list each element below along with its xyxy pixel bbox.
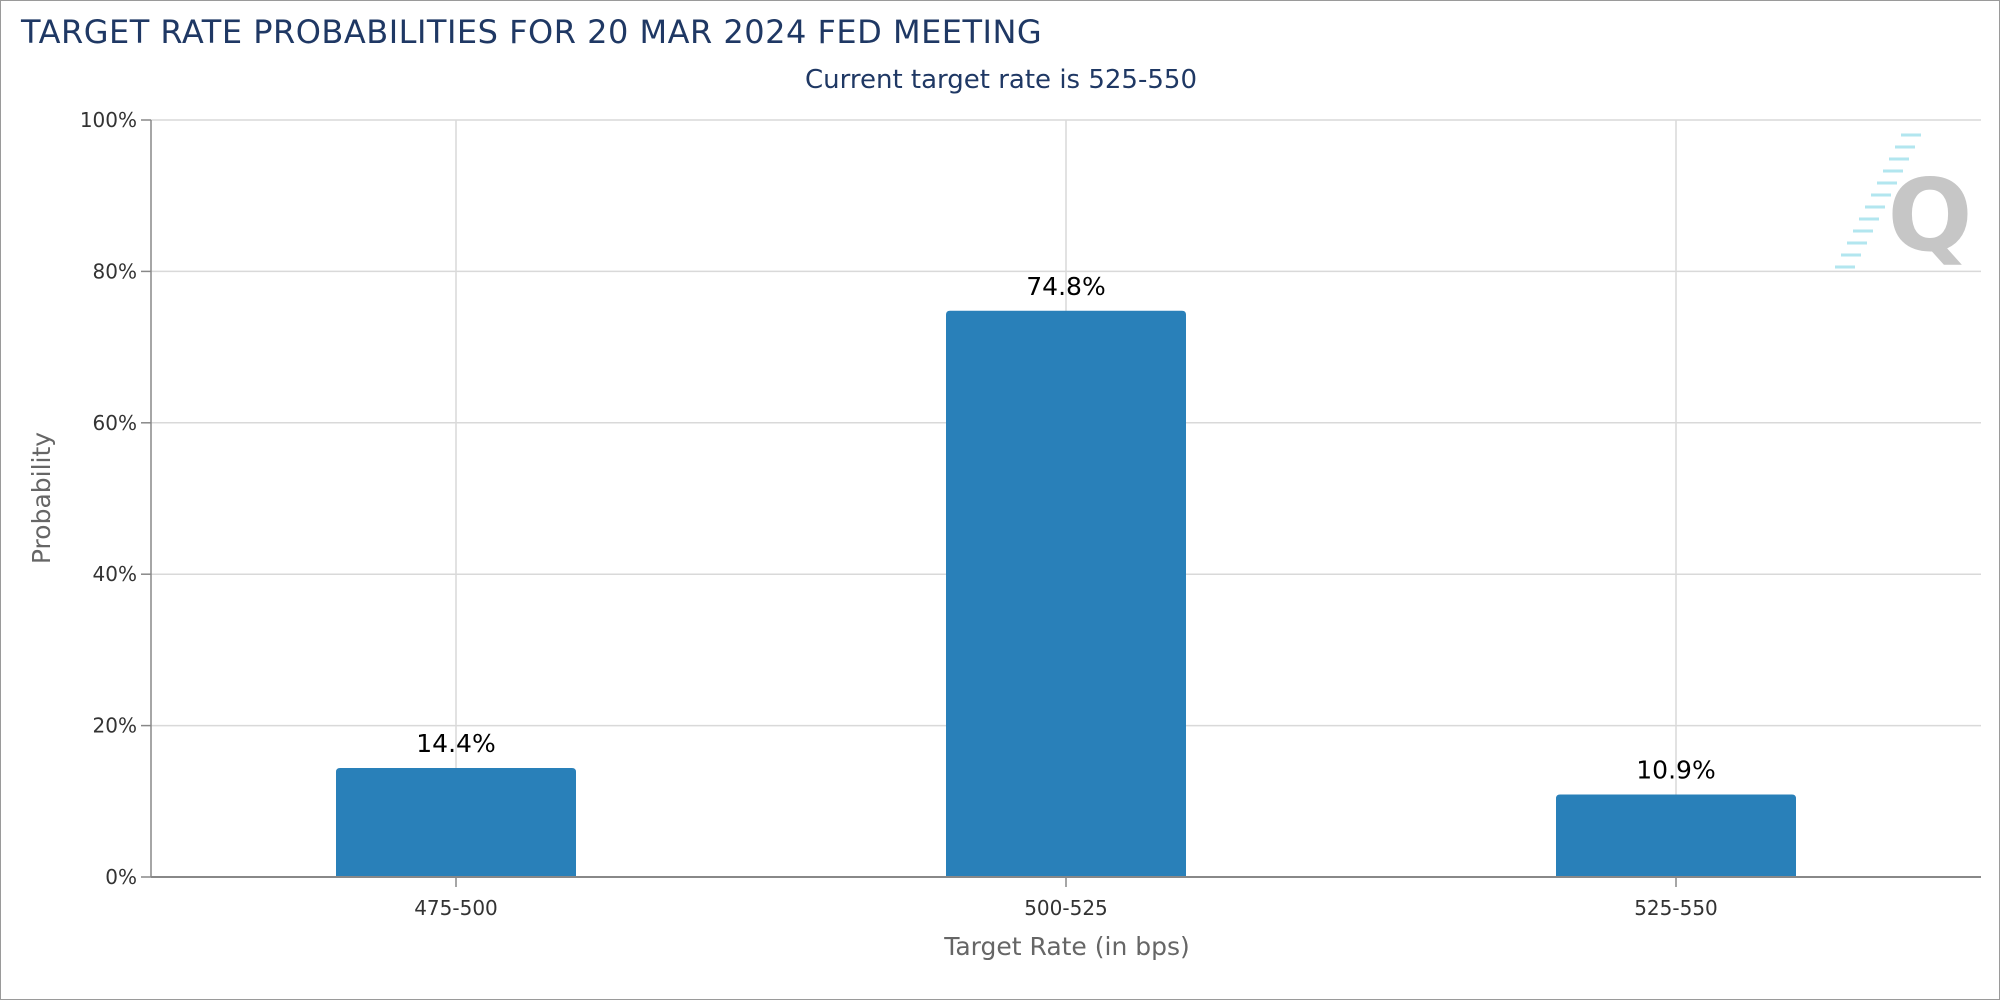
bar-500-525[interactable] [946,310,1186,877]
x-tick-label: 525-550 [1634,896,1718,920]
quikstrike-q-logo-icon: Q [1835,133,1973,274]
y-tick-label: 100% [80,108,137,132]
x-tick-label: 500-525 [1024,896,1108,920]
axes [141,119,1981,887]
y-tick-label: 0% [105,865,137,889]
data-label-500-525: 74.8% [1026,272,1105,301]
labels: 0% 20% 40% 60% 80% 100% 14.4% 475-500 74.8% 500-5… [80,108,1718,920]
chart-title: TARGET RATE PROBABILITIES FOR 20 MAR 202… [21,13,1043,51]
y-tick-label: 20% [93,714,137,738]
x-axis-title: Target Rate (in bps) [943,932,1190,961]
y-tick-label: 60% [93,411,137,435]
y-axis-title: Probability [27,432,56,564]
chart-subtitle: Current target rate is 525-550 [805,65,1197,95]
y-tick-label: 80% [93,259,137,283]
bar-525-550[interactable] [1556,794,1796,877]
y-tick-label: 40% [93,562,137,586]
watermark-letter: Q [1887,157,1972,274]
bar-475-500[interactable] [336,767,576,877]
data-label-475-500: 14.4% [416,729,495,758]
x-tick-label: 475-500 [414,896,498,920]
data-label-525-550: 10.9% [1636,755,1715,784]
bars [336,310,1796,877]
